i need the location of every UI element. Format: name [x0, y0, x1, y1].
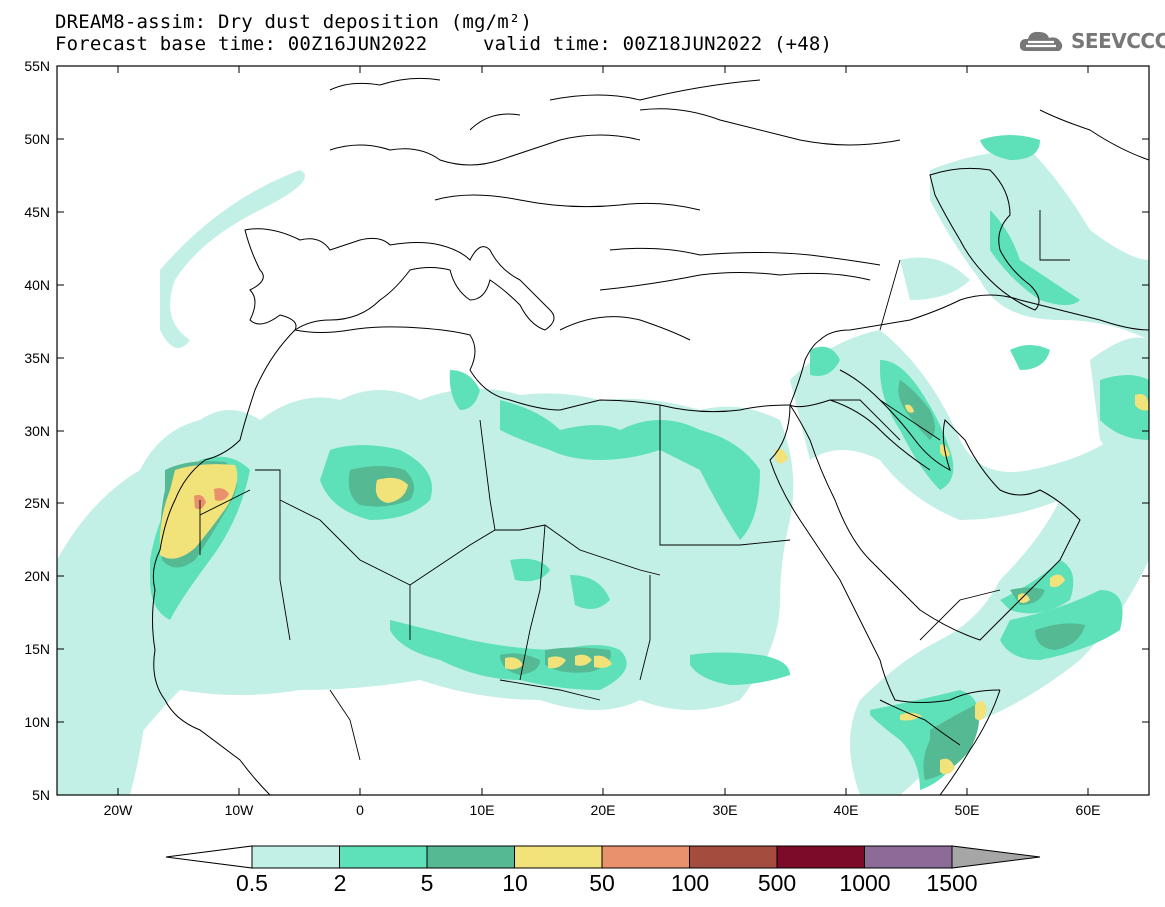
lon-tick-40e: 40E — [834, 802, 859, 818]
lon-tick-20e: 20E — [591, 802, 616, 818]
colorbar-label: 1000 — [839, 870, 890, 896]
colorbar-boxes — [251, 845, 953, 869]
colorbar-swatch — [426, 845, 515, 869]
coastlines-and-borders — [152, 77, 1149, 795]
colorbar-swatch — [339, 845, 428, 869]
colorbar-label: 500 — [758, 870, 796, 896]
lon-tick-10w: 10W — [225, 802, 255, 818]
valid-time: valid time: 00Z18JUN2022 (+48) — [483, 33, 833, 55]
lat-tick-10n: 10N — [24, 714, 50, 730]
colorbar-swatch — [864, 845, 953, 869]
dust-fields — [57, 135, 1149, 795]
map-title: DREAM8-assim: Dry dust deposition (mg/m²… — [55, 11, 533, 33]
colorbar-max-arrow — [951, 845, 1041, 869]
lat-tick-20n: 20N — [24, 568, 50, 584]
colorbar-swatch — [514, 845, 603, 869]
lat-tick-35n: 35N — [24, 350, 50, 366]
colorbar-swatch — [251, 845, 340, 869]
forecast-times: Forecast base time: 00Z16JUN2022 valid ti… — [55, 33, 832, 55]
colorbar: 0.5 2 5 10 50 100 500 1000 1500 — [165, 845, 1041, 896]
country-borders — [199, 210, 1070, 761]
lat-tick-5n: 5N — [32, 787, 50, 803]
colorbar-swatch — [601, 845, 690, 869]
colorbar-swatch — [689, 845, 778, 869]
seevccc-logo: SEEVCCC — [1018, 26, 1165, 56]
lat-tick-50n: 50N — [24, 131, 50, 147]
colorbar-label: 0.5 — [236, 870, 268, 896]
lon-tick-50e: 50E — [955, 802, 980, 818]
colorbar-label: 1500 — [926, 870, 977, 896]
lon-tick-30e: 30E — [713, 802, 738, 818]
lat-tick-45n: 45N — [24, 204, 50, 220]
lon-tick-20w: 20W — [104, 802, 134, 818]
lat-tick-30n: 30N — [24, 423, 50, 439]
lon-tick-10e: 10E — [470, 802, 495, 818]
lat-tick-55n: 55N — [24, 58, 50, 74]
longitude-axis: 20W 10W 0 10E 20E 30E 40E 50E 60E — [104, 66, 1101, 818]
colorbar-label: 2 — [334, 870, 347, 896]
dust-level-10 — [159, 394, 1149, 775]
colorbar-label: 100 — [671, 870, 709, 896]
lat-tick-40n: 40N — [24, 277, 50, 293]
lat-tick-15n: 15N — [24, 641, 50, 657]
lon-tick-60e: 60E — [1076, 802, 1101, 818]
forecast-base-time: Forecast base time: 00Z16JUN2022 — [55, 33, 428, 55]
colorbar-swatch — [776, 845, 865, 869]
lon-tick-0: 0 — [356, 802, 364, 818]
logo-text: SEEVCCC — [1071, 29, 1165, 53]
lat-tick-25n: 25N — [24, 495, 50, 511]
colorbar-label: 5 — [421, 870, 434, 896]
colorbar-min-arrow — [165, 845, 253, 869]
colorbar-label: 10 — [502, 870, 528, 896]
cloud-logo-icon — [1019, 31, 1063, 51]
latitude-axis: 55N 50N 45N 40N 35N 30N 25N 20N 15N 10N … — [24, 58, 1149, 803]
colorbar-label: 50 — [589, 870, 615, 896]
